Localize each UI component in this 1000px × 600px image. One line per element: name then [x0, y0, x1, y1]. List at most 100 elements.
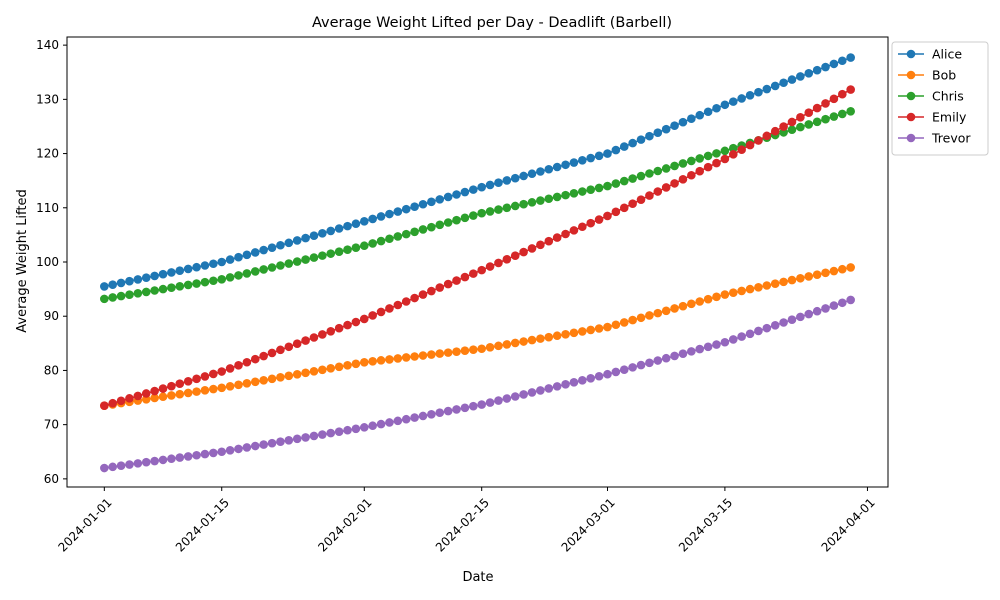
data-point-alice — [401, 204, 411, 214]
data-point-alice — [796, 72, 805, 81]
plot-area: 60 70 80 90 100 110 120 130 140 2024-01-01 2024-01… — [36, 36, 889, 555]
data-point-trevor — [259, 440, 268, 449]
data-point-trevor — [619, 365, 629, 374]
data-point-trevor — [200, 449, 210, 459]
data-point-emily — [536, 240, 545, 250]
legend-swatch-marker-alice — [906, 49, 916, 59]
data-point-emily — [586, 218, 596, 228]
data-point-emily — [846, 85, 855, 94]
data-point-trevor — [636, 360, 646, 370]
data-point-emily — [812, 103, 822, 113]
data-point-bob — [728, 288, 738, 298]
data-point-chris — [125, 290, 134, 299]
data-point-alice — [100, 282, 109, 291]
data-point-bob — [578, 327, 587, 336]
data-point-emily — [594, 215, 604, 224]
data-point-emily — [619, 203, 629, 213]
data-point-emily — [292, 339, 302, 348]
data-point-chris — [812, 117, 822, 127]
legend-label-trevor: Trevor — [931, 131, 971, 146]
data-point-chris — [804, 120, 814, 129]
data-point-chris — [267, 263, 277, 272]
data-point-emily — [737, 145, 746, 155]
data-point-chris — [418, 225, 428, 234]
data-point-emily — [368, 311, 377, 320]
data-point-emily — [116, 396, 126, 406]
data-point-bob — [552, 331, 562, 341]
data-point-trevor — [368, 421, 377, 431]
data-point-alice — [628, 138, 637, 148]
data-point-trevor — [611, 367, 621, 377]
data-point-bob — [385, 355, 394, 364]
data-point-chris — [452, 215, 461, 225]
data-point-trevor — [250, 441, 260, 451]
data-point-bob — [200, 386, 210, 395]
data-point-trevor — [745, 329, 755, 339]
data-point-emily — [209, 369, 218, 379]
data-point-bob — [846, 263, 855, 272]
data-point-chris — [536, 196, 545, 205]
data-point-chris — [510, 201, 520, 211]
data-point-chris — [477, 208, 486, 218]
data-point-trevor — [116, 461, 126, 471]
data-point-emily — [200, 372, 210, 381]
data-point-alice — [385, 209, 394, 219]
data-point-bob — [183, 388, 193, 398]
data-point-trevor — [393, 416, 403, 426]
data-point-emily — [443, 279, 453, 289]
data-point-bob — [796, 273, 805, 283]
data-point-emily — [318, 330, 327, 339]
data-point-trevor — [670, 351, 679, 361]
data-point-alice — [343, 221, 352, 231]
data-point-chris — [703, 151, 713, 161]
data-point-alice — [552, 162, 562, 172]
legend-label-alice: Alice — [932, 47, 962, 62]
data-point-chris — [250, 267, 260, 276]
data-point-trevor — [762, 323, 772, 333]
data-point-bob — [527, 335, 537, 345]
data-point-bob — [276, 372, 285, 382]
data-point-chris — [217, 275, 227, 284]
data-point-trevor — [477, 400, 486, 409]
data-point-chris — [670, 161, 679, 171]
data-point-emily — [242, 357, 252, 367]
data-point-emily — [125, 394, 134, 403]
data-point-chris — [141, 287, 151, 297]
data-point-emily — [100, 401, 109, 410]
legend-swatch-marker-chris — [906, 91, 916, 101]
y-tick-label: 130 — [36, 92, 59, 106]
data-point-alice — [485, 180, 495, 190]
data-point-bob — [494, 341, 503, 351]
data-point-alice — [410, 202, 419, 211]
data-point-trevor — [653, 356, 663, 365]
data-point-chris — [435, 220, 445, 230]
data-point-trevor — [376, 419, 386, 429]
data-point-trevor — [167, 454, 176, 464]
data-point-emily — [250, 354, 260, 364]
data-point-trevor — [770, 321, 780, 330]
data-point-trevor — [125, 460, 134, 469]
data-point-alice — [284, 238, 294, 248]
data-point-alice — [334, 224, 344, 233]
data-point-alice — [133, 275, 143, 284]
x-tick-label: 2024-03-01 — [559, 495, 618, 554]
data-point-chris — [108, 293, 117, 302]
data-point-alice — [267, 243, 277, 252]
data-point-trevor — [661, 353, 671, 363]
data-point-chris — [301, 255, 310, 264]
data-point-bob — [561, 329, 570, 339]
data-point-trevor — [787, 315, 797, 324]
data-point-alice — [812, 65, 822, 75]
data-point-chris — [225, 273, 235, 282]
data-point-alice — [108, 280, 117, 289]
data-point-trevor — [267, 438, 277, 448]
data-point-alice — [192, 262, 201, 272]
data-point-alice — [527, 169, 537, 179]
data-point-trevor — [175, 453, 185, 462]
data-point-trevor — [301, 433, 310, 442]
data-point-trevor — [192, 450, 201, 460]
data-point-alice — [762, 84, 772, 94]
data-point-trevor — [359, 423, 369, 432]
data-point-trevor — [158, 455, 168, 465]
